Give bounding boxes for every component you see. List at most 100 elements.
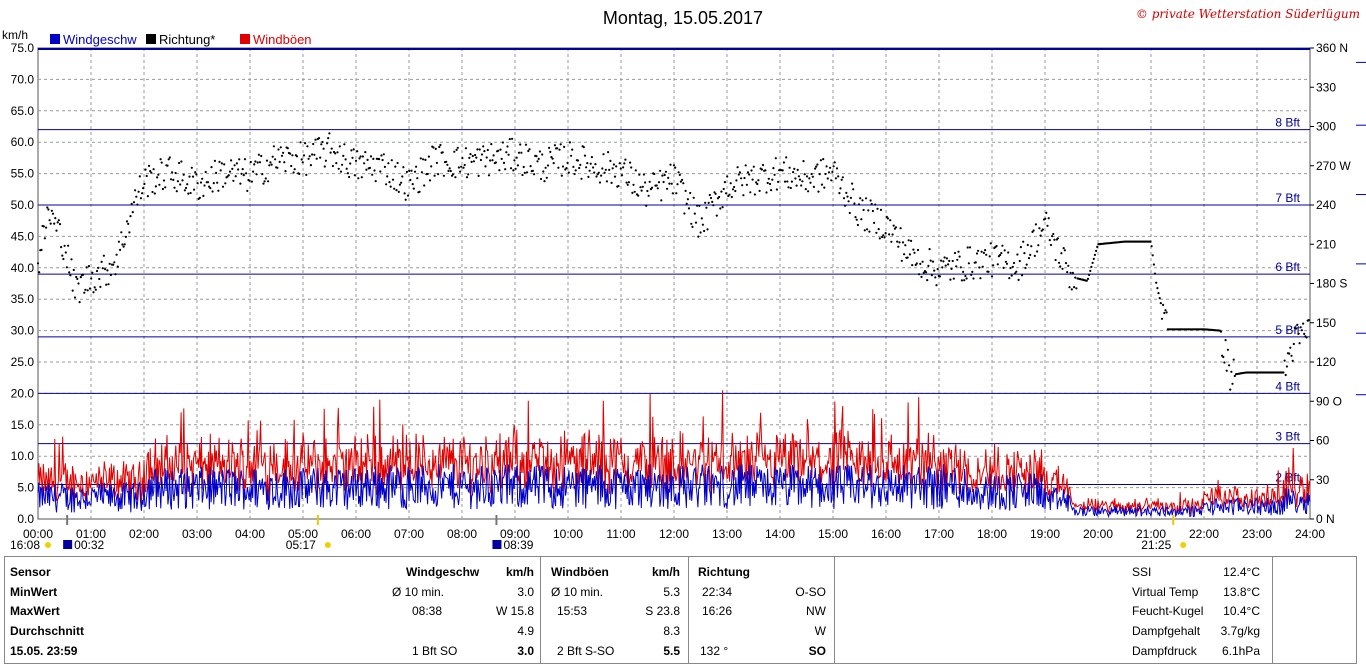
- direction-point: [438, 145, 441, 149]
- direction-point: [494, 161, 497, 164]
- direction-point: [965, 277, 968, 280]
- direction-point: [681, 178, 684, 181]
- direction-point: [608, 168, 611, 171]
- direction-point: [162, 179, 166, 182]
- direction-point: [265, 159, 269, 162]
- direction-point: [802, 160, 805, 163]
- direction-point: [611, 167, 614, 170]
- direction-point: [144, 168, 147, 171]
- direction-point: [957, 250, 960, 253]
- direction-point: [930, 274, 934, 277]
- direction-point: [675, 192, 678, 195]
- direction-point: [624, 158, 627, 161]
- direction-point: [149, 170, 152, 173]
- x-tick-label: 17:00: [924, 527, 954, 541]
- direction-point: [964, 274, 967, 278]
- direction-point: [82, 273, 85, 276]
- direction-point: [678, 173, 681, 176]
- direction-point: [176, 180, 179, 183]
- direction-point: [820, 183, 824, 186]
- direction-point: [508, 138, 511, 141]
- direction-point: [1061, 267, 1064, 270]
- direction-point: [447, 169, 450, 172]
- direction-point: [686, 198, 690, 201]
- direction-point: [504, 168, 507, 171]
- direction-point: [290, 164, 293, 168]
- direction-point: [910, 239, 913, 242]
- row-label: MinWert: [10, 585, 58, 599]
- direction-point: [533, 173, 536, 176]
- direction-point: [1152, 263, 1155, 266]
- direction-point: [193, 188, 196, 191]
- direction-point: [487, 174, 491, 177]
- direction-point: [1223, 361, 1226, 364]
- legend-swatch: [146, 34, 156, 44]
- legend-label: Richtung*: [159, 32, 215, 47]
- direction-point: [1027, 257, 1031, 260]
- direction-point: [689, 191, 692, 195]
- x-tick-label: 15:00: [818, 527, 848, 541]
- direction-point: [593, 171, 596, 174]
- direction-point: [803, 173, 806, 176]
- direction-point: [152, 168, 155, 171]
- direction-point: [85, 266, 88, 269]
- direction-point: [398, 183, 401, 186]
- table-divider: [540, 556, 541, 664]
- direction-point: [292, 171, 295, 174]
- direction-point: [701, 223, 705, 226]
- direction-point: [189, 191, 192, 195]
- direction-point: [278, 160, 281, 163]
- direction-point: [479, 158, 482, 162]
- direction-point: [396, 161, 399, 165]
- direction-point: [915, 262, 918, 265]
- direction-point: [446, 163, 449, 166]
- direction-point: [819, 159, 823, 162]
- direction-point: [423, 184, 426, 187]
- direction-point: [735, 179, 738, 182]
- direction-point: [213, 159, 216, 162]
- direction-point: [781, 169, 784, 172]
- direction-point: [1091, 261, 1094, 264]
- direction-point: [1074, 276, 1077, 279]
- direction-point: [168, 156, 171, 159]
- direction-point: [1225, 369, 1228, 372]
- direction-point: [1018, 259, 1021, 263]
- direction-point: [587, 175, 590, 178]
- direction-point: [54, 217, 57, 220]
- direction-point: [381, 158, 384, 162]
- y-tick-label: 35.0: [11, 292, 35, 306]
- direction-point: [99, 285, 102, 288]
- direction-point: [653, 172, 656, 176]
- direction-point: [1019, 246, 1023, 249]
- direction-point: [203, 184, 206, 187]
- direction-point: [513, 159, 516, 162]
- direction-point: [979, 277, 982, 280]
- direction-point: [346, 172, 349, 175]
- direction-point: [864, 197, 868, 200]
- direction-point: [1062, 247, 1065, 250]
- direction-point: [671, 192, 674, 195]
- direction-point: [815, 165, 818, 168]
- direction-point: [233, 164, 236, 167]
- direction-point: [365, 168, 368, 171]
- direction-point: [1053, 238, 1056, 241]
- direction-point: [467, 173, 470, 176]
- direction-point: [40, 248, 43, 251]
- direction-point: [183, 189, 186, 192]
- direction-point: [892, 224, 895, 227]
- y-tick-label: 10.0: [11, 449, 35, 463]
- direction-point: [942, 260, 945, 263]
- x-tick-label: 18:00: [977, 527, 1007, 541]
- direction-point: [992, 264, 995, 267]
- direction-point: [785, 156, 788, 159]
- direction-point: [151, 190, 154, 194]
- x-tick-label: 19:00: [1030, 527, 1060, 541]
- direction-point: [427, 155, 430, 158]
- direction-point: [160, 161, 163, 164]
- direction-point: [987, 270, 990, 273]
- direction-point: [901, 241, 905, 244]
- direction-point: [224, 182, 227, 185]
- direction-point: [1285, 365, 1288, 368]
- direction-point: [129, 215, 132, 218]
- direction-point: [274, 158, 277, 161]
